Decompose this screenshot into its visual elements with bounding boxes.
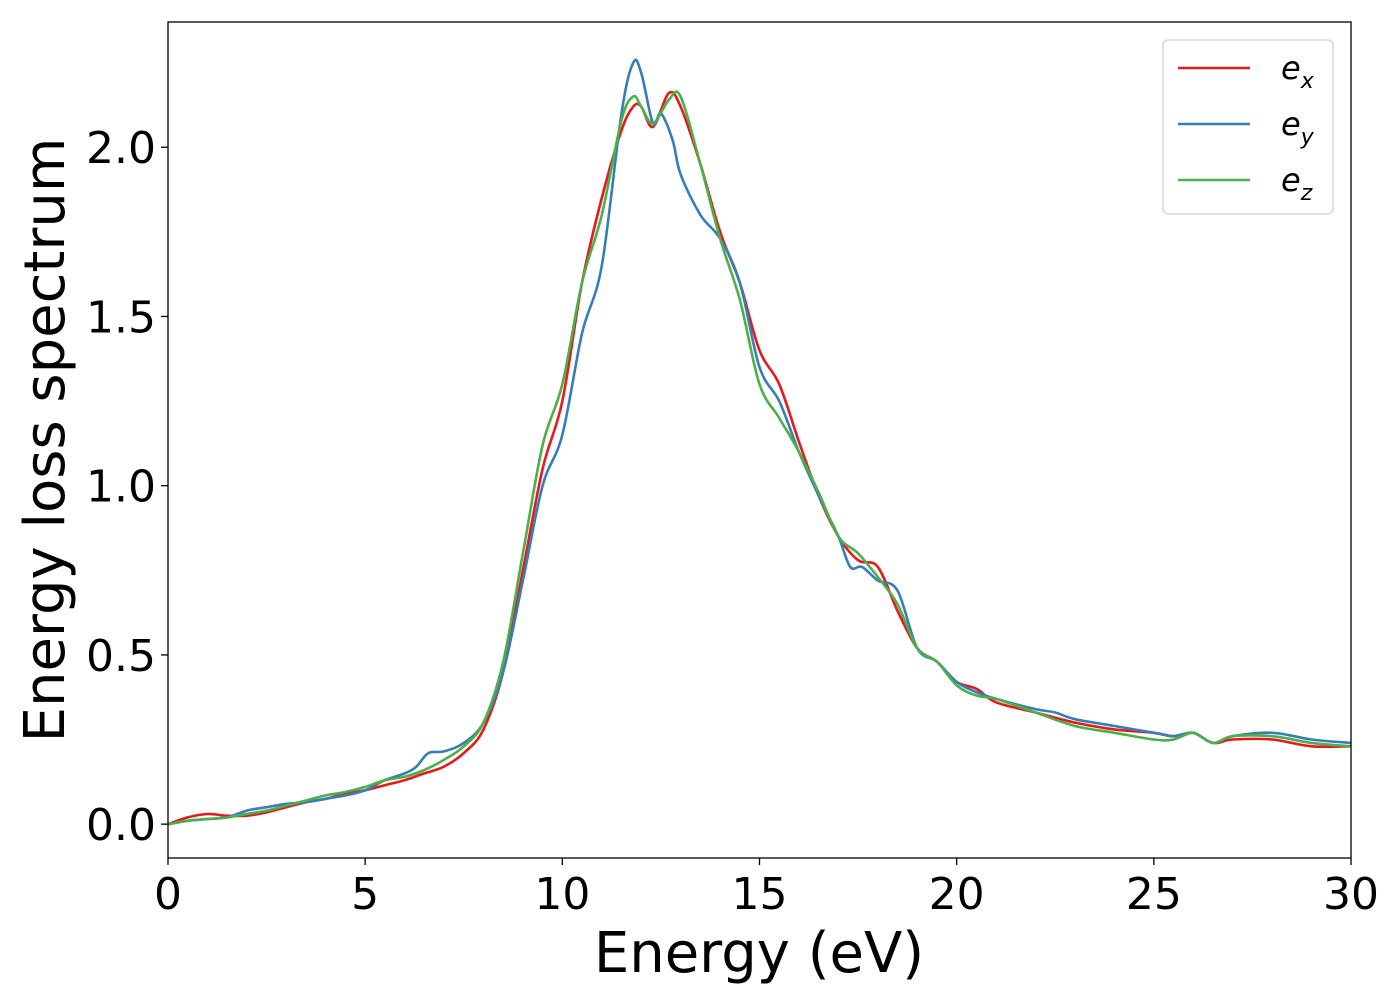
x-tick-label: 5 — [351, 869, 379, 920]
legend-item-e-z: ez — [1178, 161, 1313, 206]
x-tick-label: 25 — [1126, 869, 1182, 920]
plot-lines — [168, 58, 1351, 826]
legend-label: ex — [1281, 49, 1315, 94]
x-tick-label: 15 — [732, 869, 788, 920]
x-tick-label: 0 — [154, 869, 182, 920]
legend-item-e-y: ey — [1178, 105, 1315, 150]
y-tick-label: 0.5 — [86, 631, 156, 682]
y-tick-label: 2.0 — [86, 123, 156, 174]
y-tick-label: 1.5 — [86, 292, 156, 343]
y-tick-label: 0.0 — [86, 800, 156, 851]
legend-item-e-x: ex — [1178, 49, 1315, 94]
legend-label: ey — [1281, 105, 1315, 150]
y-tick-label: 1.0 — [86, 462, 156, 513]
x-axis-label: Energy (eV) — [594, 921, 924, 986]
y-axis-ticks: 0.0 0.5 1.0 1.5 2.0 — [86, 123, 168, 851]
x-tick-label: 10 — [534, 869, 590, 920]
legend-box — [1162, 39, 1334, 215]
series-line-e-z — [168, 90, 1351, 826]
series-line-e-x — [168, 90, 1351, 826]
x-tick-label: 20 — [929, 869, 985, 920]
x-tick-label: 30 — [1323, 869, 1379, 920]
legend-label: ez — [1281, 161, 1313, 206]
x-axis-ticks: 0 5 10 15 20 25 30 — [154, 858, 1379, 920]
series-line-e-y — [168, 58, 1351, 826]
y-axis-label: Energy loss spectrum — [13, 138, 78, 743]
legend: ex ey ez — [1162, 39, 1334, 215]
